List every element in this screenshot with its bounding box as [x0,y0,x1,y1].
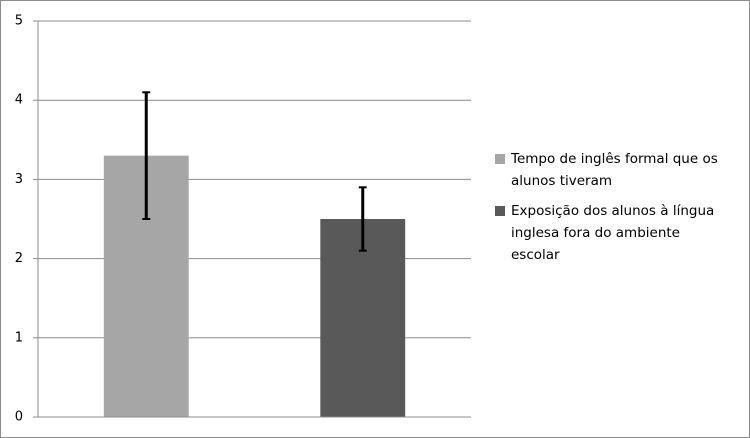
legend-swatch [495,154,505,164]
y-tick-label: 3 [15,172,23,187]
legend-item: Exposição dos alunos à língua inglesa fo… [495,200,727,266]
legend-item: Tempo de inglês formal que os alunos tiv… [495,148,727,192]
y-tick-label: 5 [15,14,23,29]
legend-label: Tempo de inglês formal que os alunos tiv… [511,151,718,189]
y-tick-label: 4 [15,93,23,108]
bar [320,219,406,417]
y-tick-label: 1 [15,330,23,345]
legend: Tempo de inglês formal que os alunos tiv… [495,148,727,274]
y-tick-label: 2 [15,251,23,266]
y-tick-label: 0 [15,410,23,425]
legend-label: Exposição dos alunos à língua inglesa fo… [511,203,715,263]
legend-swatch [495,206,505,216]
